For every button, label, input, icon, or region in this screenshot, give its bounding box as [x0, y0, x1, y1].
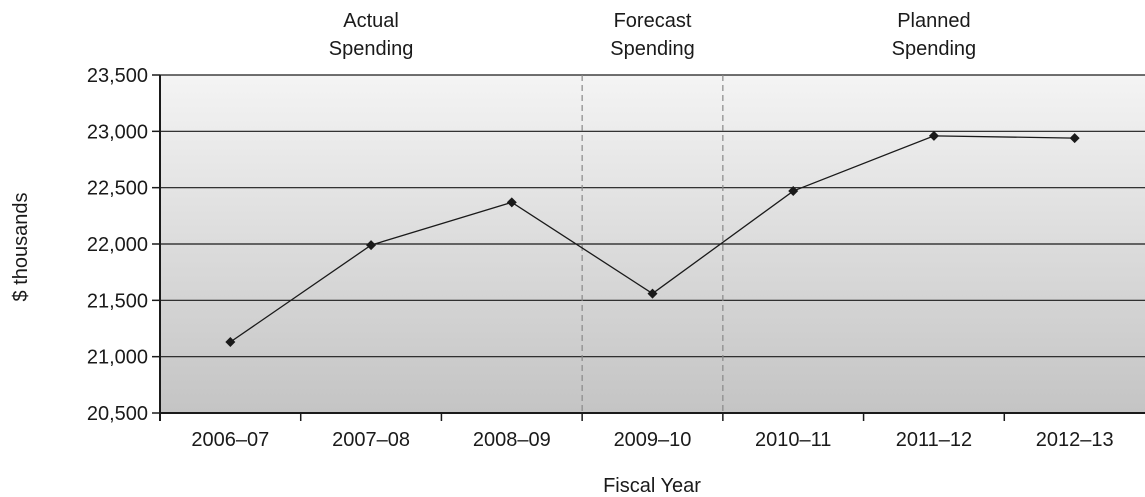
x-tick-label: 2012–13 — [1036, 429, 1114, 451]
data-point — [366, 240, 377, 251]
y-tick-label: 22,000 — [87, 234, 148, 256]
period-label-line2: Spending — [892, 38, 977, 60]
x-tick-label: 2008–09 — [473, 429, 551, 451]
x-tick-labels: 2006–07 2007–08 2008–09 2009–10 2010–11 2011–… — [191, 429, 1113, 451]
y-tick-label: 22,500 — [87, 178, 148, 200]
data-point — [647, 288, 658, 299]
y-tick-label: 21,000 — [87, 347, 148, 369]
x-tick-label: 2010–11 — [755, 429, 831, 451]
data-point — [928, 130, 939, 141]
axes — [159, 75, 1145, 421]
x-axis-title: Fiscal Year — [603, 475, 701, 497]
x-tick-label: 2011–12 — [896, 429, 972, 451]
series — [225, 130, 1080, 348]
period-dividers — [581, 75, 724, 413]
x-tick-label: 2009–10 — [614, 429, 692, 451]
y-tick-label: 23,000 — [87, 121, 148, 143]
period-label-line1: Planned — [897, 10, 970, 32]
period-label-line1: Forecast — [614, 10, 692, 32]
y-axis-title: $ thousands — [10, 193, 32, 302]
data-point — [788, 186, 799, 197]
period-label-line2: Spending — [610, 38, 695, 60]
y-tick-label: 21,500 — [87, 290, 148, 312]
data-point — [1069, 133, 1080, 144]
data-point — [506, 197, 517, 208]
x-tick-label: 2007–08 — [332, 429, 410, 451]
gridlines — [160, 74, 1145, 358]
period-label-line2: Spending — [329, 38, 414, 60]
x-tick-label: 2006–07 — [191, 429, 269, 451]
y-tick-label: 20,500 — [87, 403, 148, 425]
data-point — [225, 337, 236, 348]
period-labels: Actual Spending Forecast Spending Planned Spe… — [329, 10, 976, 60]
y-tick-label: 23,500 — [87, 65, 148, 87]
y-tick-labels: 20,500 21,000 21,500 22,000 22,500 23,000 23,5… — [87, 65, 160, 425]
period-label-line1: Actual — [343, 10, 399, 32]
